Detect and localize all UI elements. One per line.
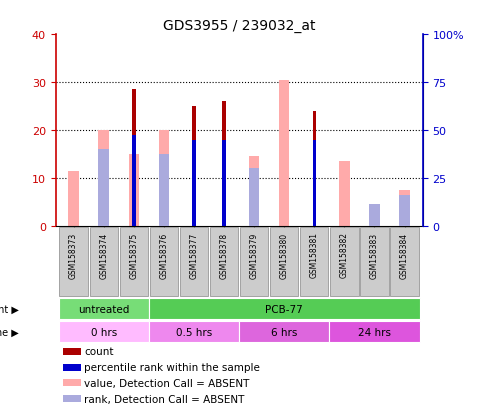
- FancyBboxPatch shape: [149, 299, 420, 320]
- Text: 24 hrs: 24 hrs: [358, 327, 391, 337]
- Bar: [158, 131, 169, 226]
- Bar: [132, 135, 136, 226]
- FancyBboxPatch shape: [390, 228, 419, 297]
- FancyBboxPatch shape: [329, 321, 420, 342]
- FancyBboxPatch shape: [210, 228, 238, 297]
- Text: agent ▶: agent ▶: [0, 304, 19, 314]
- FancyBboxPatch shape: [300, 228, 328, 297]
- Bar: [399, 190, 410, 226]
- FancyBboxPatch shape: [180, 228, 208, 297]
- Text: GSM158373: GSM158373: [69, 232, 78, 278]
- FancyBboxPatch shape: [89, 228, 118, 297]
- Text: GSM158384: GSM158384: [400, 232, 409, 278]
- Bar: [63, 395, 81, 402]
- Bar: [313, 140, 316, 226]
- Bar: [339, 161, 350, 226]
- FancyBboxPatch shape: [239, 321, 329, 342]
- Text: percentile rank within the sample: percentile rank within the sample: [85, 362, 260, 372]
- FancyBboxPatch shape: [330, 228, 358, 297]
- Text: 6 hrs: 6 hrs: [271, 327, 298, 337]
- Bar: [249, 157, 259, 226]
- Text: GSM158376: GSM158376: [159, 232, 169, 278]
- Bar: [63, 380, 81, 387]
- FancyBboxPatch shape: [240, 228, 268, 297]
- Text: count: count: [85, 347, 114, 356]
- Text: untreated: untreated: [78, 304, 129, 314]
- FancyBboxPatch shape: [120, 228, 148, 297]
- Text: PCB-77: PCB-77: [265, 304, 303, 314]
- Text: GSM158375: GSM158375: [129, 232, 138, 278]
- FancyBboxPatch shape: [270, 228, 298, 297]
- Text: GSM158374: GSM158374: [99, 232, 108, 278]
- Bar: [192, 140, 196, 226]
- FancyBboxPatch shape: [58, 299, 149, 320]
- Bar: [222, 102, 226, 226]
- Text: value, Detection Call = ABSENT: value, Detection Call = ABSENT: [85, 378, 250, 388]
- Bar: [63, 348, 81, 355]
- Bar: [128, 154, 139, 226]
- FancyBboxPatch shape: [149, 321, 239, 342]
- Text: GSM158383: GSM158383: [370, 232, 379, 278]
- Text: time ▶: time ▶: [0, 327, 19, 337]
- Text: GSM158382: GSM158382: [340, 232, 349, 278]
- Text: GSM158378: GSM158378: [220, 232, 228, 278]
- Bar: [132, 90, 136, 226]
- Text: GSM158381: GSM158381: [310, 232, 319, 278]
- Bar: [63, 364, 81, 371]
- Bar: [249, 169, 259, 226]
- Bar: [222, 140, 226, 226]
- Text: GSM158380: GSM158380: [280, 232, 289, 278]
- Text: GSM158379: GSM158379: [250, 232, 258, 278]
- Bar: [99, 131, 109, 226]
- FancyBboxPatch shape: [59, 228, 88, 297]
- Bar: [99, 150, 109, 226]
- Title: GDS3955 / 239032_at: GDS3955 / 239032_at: [163, 19, 315, 33]
- FancyBboxPatch shape: [58, 321, 149, 342]
- Bar: [279, 81, 289, 226]
- Text: 0.5 hrs: 0.5 hrs: [176, 327, 212, 337]
- Text: rank, Detection Call = ABSENT: rank, Detection Call = ABSENT: [85, 394, 245, 404]
- Text: 0 hrs: 0 hrs: [90, 327, 117, 337]
- Bar: [158, 154, 169, 226]
- Bar: [369, 205, 380, 226]
- Bar: [313, 112, 316, 226]
- Bar: [192, 107, 196, 226]
- FancyBboxPatch shape: [360, 228, 389, 297]
- FancyBboxPatch shape: [150, 228, 178, 297]
- Bar: [68, 171, 79, 226]
- Bar: [399, 195, 410, 226]
- Text: GSM158377: GSM158377: [189, 232, 199, 278]
